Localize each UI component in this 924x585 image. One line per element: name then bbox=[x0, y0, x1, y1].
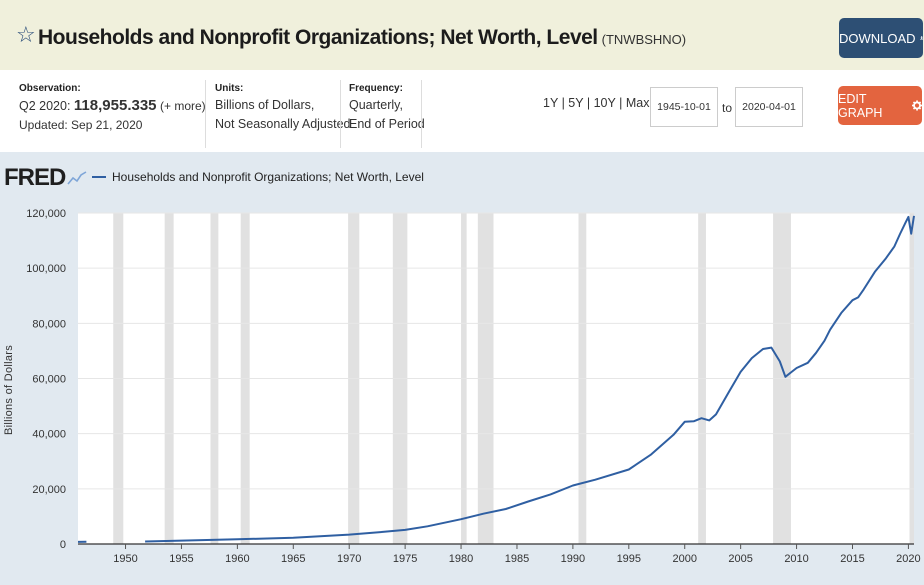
divider bbox=[340, 80, 341, 148]
x-tick-label: 1985 bbox=[505, 553, 529, 565]
to-label: to bbox=[722, 101, 733, 115]
observation-more-link[interactable]: (+ more) bbox=[160, 99, 206, 113]
gear-icon bbox=[911, 100, 922, 111]
range-links: 1Y | 5Y | 10Y | Max bbox=[543, 96, 649, 110]
range-1y-link[interactable]: 1Y bbox=[543, 96, 559, 110]
divider bbox=[421, 80, 422, 148]
x-tick-label: 1960 bbox=[225, 553, 249, 565]
start-date-input[interactable]: 1945-10-01 bbox=[650, 87, 718, 127]
units-line2: Not Seasonally Adjusted bbox=[215, 117, 351, 131]
x-tick-label: 1970 bbox=[337, 553, 361, 565]
range-max-link[interactable]: Max bbox=[625, 96, 650, 110]
x-tick-label: 1990 bbox=[561, 553, 585, 565]
chart-legend: Households and Nonprofit Organizations; … bbox=[92, 170, 424, 184]
x-tick-label: 1980 bbox=[449, 553, 473, 565]
observation-block: Observation: Q2 2020: 118,955.335 (+ mor… bbox=[19, 82, 206, 135]
meta-bar: Observation: Q2 2020: 118,955.335 (+ mor… bbox=[0, 70, 924, 152]
range-10y-link[interactable]: 10Y bbox=[593, 96, 616, 110]
range-separator: | bbox=[619, 96, 623, 110]
end-date-input[interactable]: 2020-04-01 bbox=[735, 87, 803, 127]
range-separator: | bbox=[561, 96, 565, 110]
y-tick-label: 120,000 bbox=[26, 208, 66, 220]
title-bar: ☆ Households and Nonprofit Organizations… bbox=[0, 0, 924, 70]
x-tick-label: 1975 bbox=[393, 553, 417, 565]
legend-swatch bbox=[92, 176, 106, 178]
frequency-line2: End of Period bbox=[349, 117, 425, 131]
edit-graph-button[interactable]: EDIT GRAPH bbox=[838, 86, 922, 125]
chart-plot[interactable]: 0 20,000 40,000 60,000 80,000 100,000 120,000 1… bbox=[0, 152, 924, 585]
x-tick-label: 2020 bbox=[896, 553, 920, 565]
x-tick-label: 2000 bbox=[672, 553, 696, 565]
x-tick-label: 1955 bbox=[169, 553, 193, 565]
fred-sparkline-icon bbox=[67, 171, 87, 185]
x-tick-label: 1965 bbox=[281, 553, 305, 565]
observation-value: 118,955.335 bbox=[73, 97, 157, 114]
series-title: Households and Nonprofit Organizations; … bbox=[38, 26, 598, 49]
x-tick-label: 1950 bbox=[113, 553, 137, 565]
frequency-line1: Quarterly, bbox=[349, 98, 403, 112]
download-label: DOWNLOAD bbox=[839, 30, 916, 46]
x-tick-label: 2015 bbox=[840, 553, 864, 565]
y-tick-label: 60,000 bbox=[32, 374, 66, 386]
y-tick-label: 80,000 bbox=[32, 318, 66, 330]
y-tick-label: 40,000 bbox=[32, 429, 66, 441]
x-tick-label: 2005 bbox=[728, 553, 752, 565]
star-icon[interactable]: ☆ bbox=[16, 22, 36, 47]
observation-period: Q2 2020: bbox=[19, 99, 71, 113]
y-tick-label: 0 bbox=[60, 539, 66, 551]
x-tick-label: 2010 bbox=[784, 553, 808, 565]
x-tick-label: 1995 bbox=[617, 553, 641, 565]
observation-label: Observation: bbox=[19, 83, 81, 94]
units-block: Units: Billions of Dollars, Not Seasonal… bbox=[215, 82, 351, 134]
range-5y-link[interactable]: 5Y bbox=[568, 96, 584, 110]
frequency-label: Frequency: bbox=[349, 83, 403, 94]
divider bbox=[205, 80, 206, 148]
download-button[interactable]: DOWNLOAD bbox=[839, 18, 923, 58]
y-tick-label: 100,000 bbox=[26, 263, 66, 275]
units-line1: Billions of Dollars, bbox=[215, 98, 315, 112]
y-tick-label: 20,000 bbox=[32, 484, 66, 496]
fred-logo: FRED bbox=[4, 164, 87, 192]
series-code: (TNWBSHNO) bbox=[601, 32, 687, 47]
units-label: Units: bbox=[215, 83, 244, 94]
range-separator: | bbox=[586, 96, 591, 110]
edit-graph-label: EDIT GRAPH bbox=[838, 91, 883, 120]
frequency-block: Frequency: Quarterly, End of Period bbox=[349, 82, 425, 134]
chart-area: FRED Households and Nonprofit Organizati… bbox=[0, 152, 924, 585]
download-icon bbox=[919, 36, 923, 40]
updated-date: Updated: Sep 21, 2020 bbox=[19, 118, 143, 132]
series-line bbox=[145, 215, 915, 543]
page-title: Households and Nonprofit Organizations; … bbox=[38, 26, 686, 52]
fred-logo-text: FRED bbox=[4, 164, 66, 191]
legend-label: Households and Nonprofit Organizations; … bbox=[112, 170, 424, 184]
